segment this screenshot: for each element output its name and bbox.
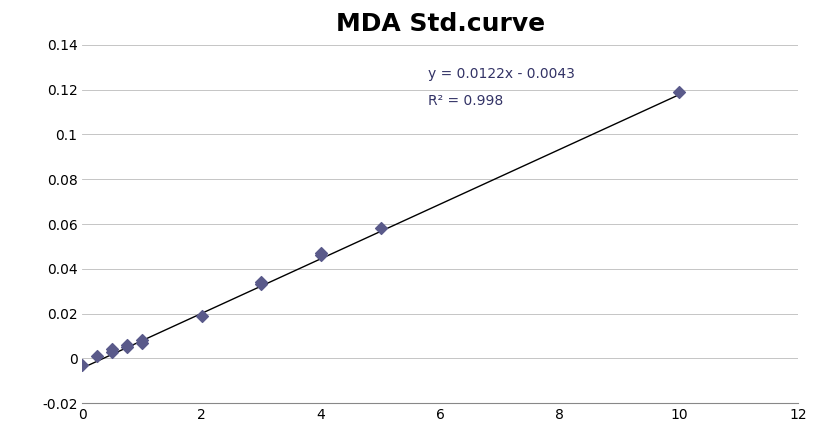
Point (105, 348, 119, 355)
Point (120, 344, 133, 351)
Point (135, 337, 148, 344)
Point (374, 225, 387, 232)
Point (314, 252, 328, 259)
Point (91, 353, 104, 360)
Text: R² = 0.998: R² = 0.998 (428, 94, 504, 108)
Point (105, 346, 119, 353)
Point (120, 341, 133, 349)
Point (76, 362, 89, 369)
Point (255, 279, 268, 286)
Point (255, 281, 268, 288)
Point (135, 339, 148, 346)
Point (314, 250, 328, 257)
Point (195, 312, 208, 319)
Text: y = 0.0122x - 0.0043: y = 0.0122x - 0.0043 (428, 67, 575, 81)
Point (672, 88, 686, 95)
Title: MDA Std.curve: MDA Std.curve (336, 12, 545, 36)
